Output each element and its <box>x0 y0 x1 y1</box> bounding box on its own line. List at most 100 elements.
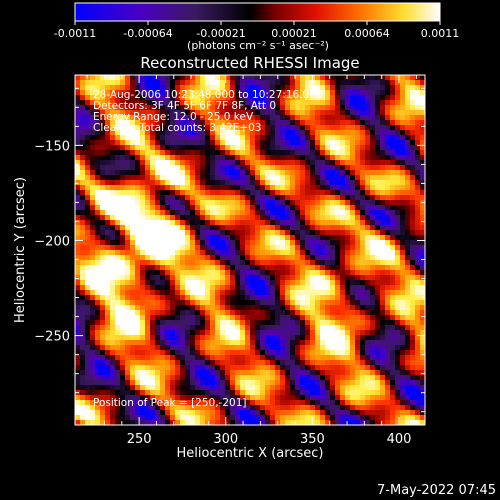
heatmap-cell <box>345 395 351 401</box>
heatmap-cell <box>365 295 371 301</box>
heatmap-cell <box>215 170 221 176</box>
heatmap-cell <box>285 125 291 131</box>
heatmap-cell <box>100 80 106 86</box>
heatmap-cell <box>140 315 146 321</box>
heatmap-cell <box>105 200 111 206</box>
heatmap-cell <box>195 270 201 276</box>
heatmap-cell <box>380 180 386 186</box>
heatmap-cell <box>85 415 91 421</box>
heatmap-cell <box>280 250 286 256</box>
heatmap-cell <box>360 195 366 201</box>
heatmap-cell <box>80 420 86 426</box>
heatmap-cell <box>305 315 311 321</box>
heatmap-cell <box>305 370 311 376</box>
heatmap-cell <box>285 180 291 186</box>
heatmap-cell <box>120 350 126 356</box>
heatmap-cell <box>225 280 231 286</box>
heatmap-cell <box>175 365 181 371</box>
heatmap-cell <box>285 405 291 411</box>
heatmap-cell <box>405 375 411 381</box>
heatmap-cell <box>225 115 231 121</box>
heatmap-cell <box>150 185 156 191</box>
heatmap-cell <box>205 140 211 146</box>
heatmap-cell <box>350 165 356 171</box>
heatmap-cell <box>285 85 291 91</box>
heatmap-cell <box>155 420 161 426</box>
heatmap-cell <box>165 155 171 161</box>
heatmap-cell <box>85 185 91 191</box>
heatmap-cell <box>285 395 291 401</box>
heatmap-cell <box>210 245 216 251</box>
heatmap-cell <box>270 215 276 221</box>
heatmap-cell <box>390 285 396 291</box>
heatmap-cell <box>250 400 256 406</box>
heatmap-cell <box>125 245 131 251</box>
heatmap-cell <box>275 190 281 196</box>
heatmap-cell <box>110 290 116 296</box>
heatmap-cell <box>320 350 326 356</box>
heatmap-cell <box>245 340 251 346</box>
heatmap-cell <box>225 350 231 356</box>
heatmap-cell <box>230 335 236 341</box>
heatmap-cell <box>305 235 311 241</box>
heatmap-cell <box>365 365 371 371</box>
heatmap-cell <box>370 80 376 86</box>
heatmap-cell <box>160 75 166 81</box>
heatmap-cell <box>350 170 356 176</box>
heatmap-cell <box>325 225 331 231</box>
heatmap-cell <box>365 255 371 261</box>
heatmap-cell <box>220 175 226 181</box>
heatmap-cell <box>415 395 421 401</box>
heatmap-cell <box>130 145 136 151</box>
heatmap-cell <box>395 350 401 356</box>
heatmap-cell <box>135 75 141 81</box>
heatmap-cell <box>260 155 266 161</box>
heatmap-cell <box>75 190 81 196</box>
heatmap-cell <box>280 190 286 196</box>
heatmap-cell <box>240 105 246 111</box>
heatmap-cell <box>410 395 416 401</box>
heatmap-cell <box>185 400 191 406</box>
heatmap-cell <box>360 330 366 336</box>
heatmap-cell <box>75 315 81 321</box>
heatmap-cell <box>230 150 236 156</box>
heatmap-cell <box>230 180 236 186</box>
heatmap-cell <box>330 130 336 136</box>
heatmap-cell <box>120 150 126 156</box>
heatmap-cell <box>240 330 246 336</box>
heatmap-cell <box>405 290 411 296</box>
heatmap-cell <box>305 380 311 386</box>
heatmap-cell <box>250 75 256 81</box>
heatmap-cell <box>135 385 141 391</box>
heatmap-cell <box>340 180 346 186</box>
heatmap-cell <box>105 235 111 241</box>
heatmap-cell <box>195 240 201 246</box>
heatmap-cell <box>185 380 191 386</box>
heatmap-cell <box>180 370 186 376</box>
heatmap-cell <box>195 260 201 266</box>
heatmap-cell <box>190 280 196 286</box>
heatmap-cell <box>275 350 281 356</box>
heatmap-cell <box>140 110 146 116</box>
heatmap-cell <box>360 140 366 146</box>
heatmap-cell <box>75 95 81 101</box>
heatmap-cell <box>255 240 261 246</box>
heatmap-cell <box>385 375 391 381</box>
heatmap-cell <box>390 345 396 351</box>
heatmap-cell <box>90 250 96 256</box>
heatmap-cell <box>270 210 276 216</box>
heatmap-cell <box>340 290 346 296</box>
heatmap-cell <box>110 145 116 151</box>
heatmap-cell <box>90 190 96 196</box>
heatmap-cell <box>110 95 116 101</box>
heatmap-cell <box>180 95 186 101</box>
heatmap-cell <box>310 195 316 201</box>
heatmap-cell <box>85 135 91 141</box>
heatmap-cell <box>270 140 276 146</box>
heatmap-cell <box>100 155 106 161</box>
heatmap-cell <box>235 115 241 121</box>
heatmap-cell <box>315 350 321 356</box>
heatmap-cell <box>225 345 231 351</box>
heatmap-cell <box>115 110 121 116</box>
heatmap-cell <box>275 295 281 301</box>
